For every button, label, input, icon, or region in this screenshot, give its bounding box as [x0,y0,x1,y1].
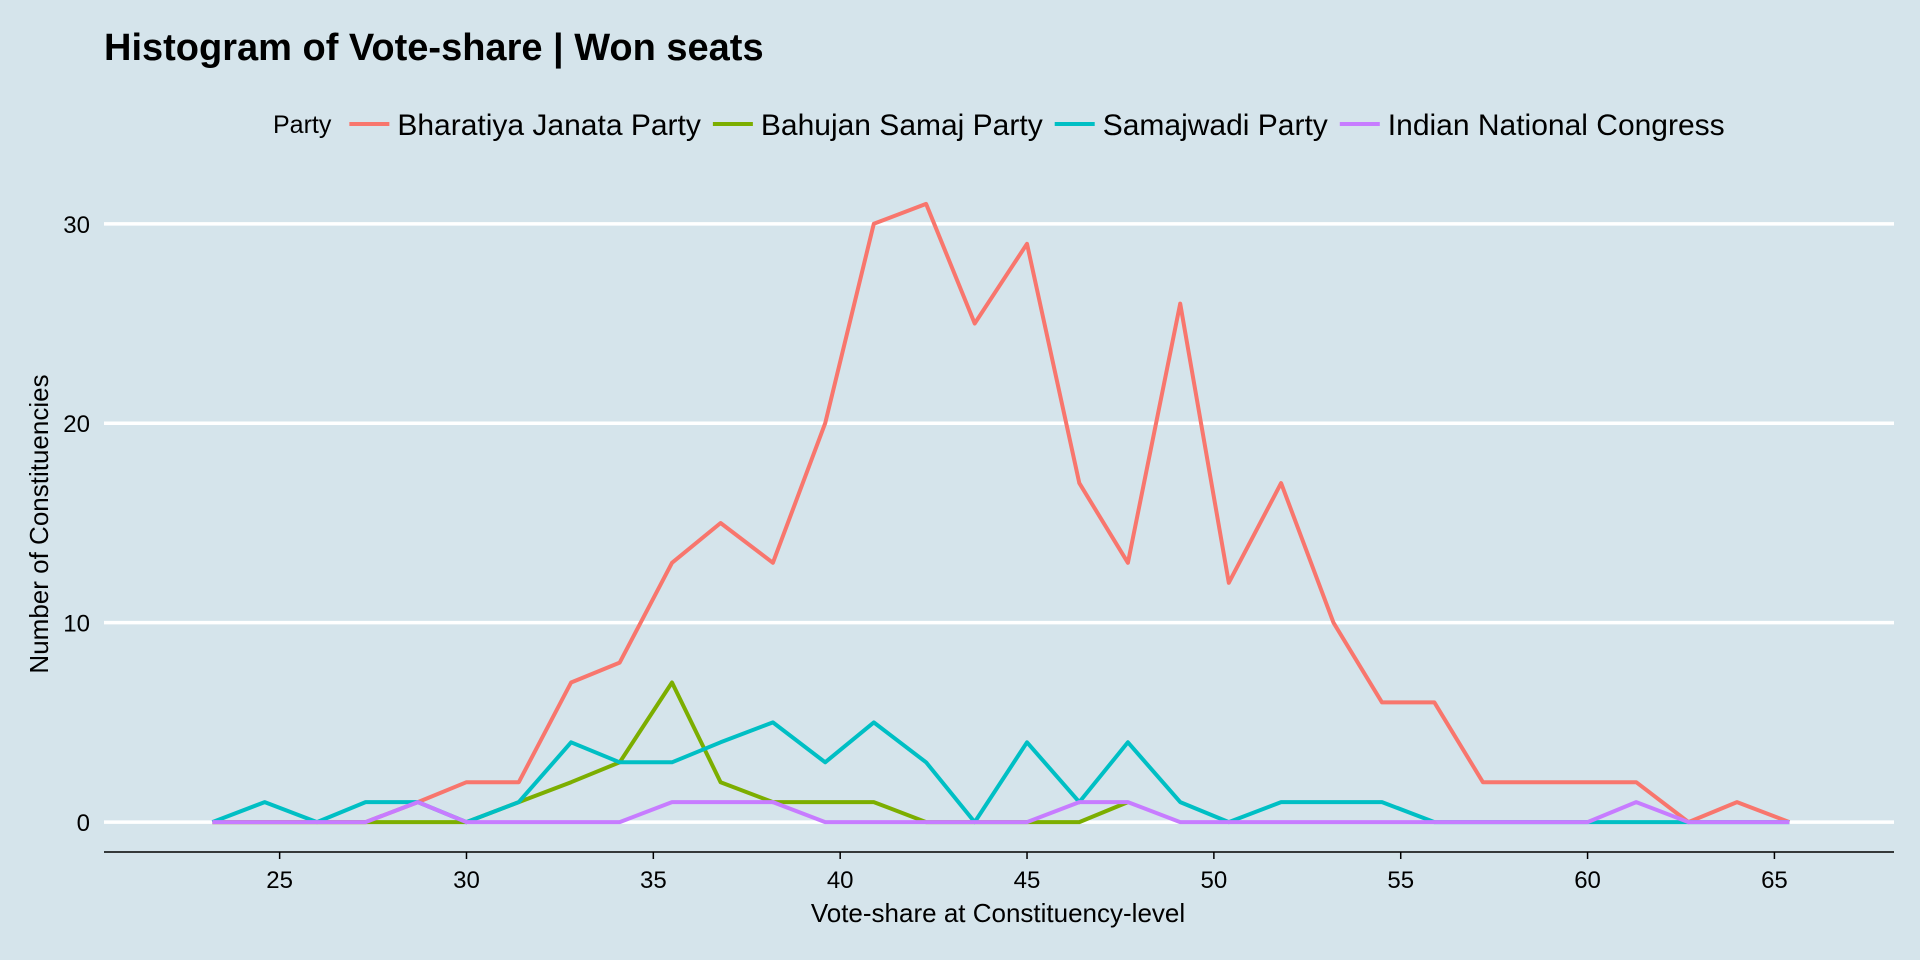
x-tick-label: 25 [266,867,293,894]
x-tick-label: 40 [827,867,854,894]
legend-label-indian-national-congress: Indian National Congress [1388,109,1725,142]
x-tick-label: 30 [453,867,480,894]
legend-label-bharatiya-janata-party: Bharatiya Janata Party [397,109,701,142]
chart-title: Histogram of Vote-share | Won seats [104,27,764,69]
y-tick-label: 0 [77,810,90,837]
y-axis-ticks: 0 10 20 30 [63,212,90,837]
y-tick-label: 20 [63,411,90,438]
y-tick-label: 10 [63,611,90,638]
y-tick-label: 30 [63,212,90,239]
x-tick-label: 45 [1014,867,1041,894]
x-tick-label: 35 [640,867,667,894]
legend-label-samajwadi-party: Samajwadi Party [1103,109,1328,142]
x-tick-label: 60 [1574,867,1601,894]
x-axis-ticks: 25 30 35 40 45 50 55 60 65 [266,852,1788,894]
series-line-indian-national-congress [212,800,1790,825]
y-axis-title: Number of Constituencies [24,374,54,673]
legend-label-bahujan-samaj-party: Bahujan Samaj Party [761,109,1043,142]
legend: Party Bharatiya Janata Party Bahujan Sama… [273,109,1725,142]
x-tick-label: 55 [1387,867,1414,894]
series-lines [211,201,1791,825]
x-tick-label: 50 [1201,867,1228,894]
legend-title: Party [273,111,332,139]
series-line-bharatiya-janata-party [212,201,1791,825]
x-tick-label: 65 [1761,867,1788,894]
x-axis-title: Vote-share at Constituency-level [811,898,1185,928]
